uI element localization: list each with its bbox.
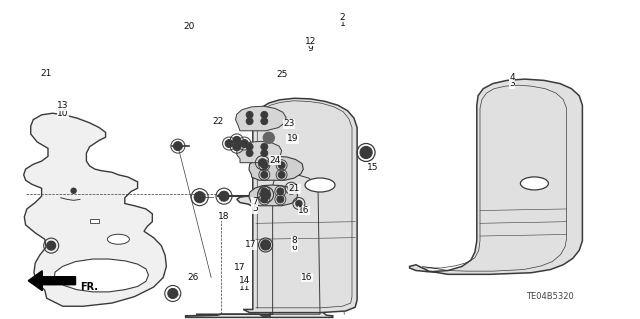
Polygon shape xyxy=(24,113,166,306)
Text: 8: 8 xyxy=(292,236,297,245)
Text: 10: 10 xyxy=(57,109,68,118)
Text: 19: 19 xyxy=(287,134,298,143)
Text: 5: 5 xyxy=(252,204,257,213)
Text: 6: 6 xyxy=(292,243,297,252)
Text: 1: 1 xyxy=(340,19,345,28)
Polygon shape xyxy=(410,79,582,274)
Circle shape xyxy=(233,136,241,145)
Circle shape xyxy=(261,143,268,150)
Polygon shape xyxy=(249,185,298,206)
Text: 4: 4 xyxy=(509,73,515,82)
Ellipse shape xyxy=(520,177,548,190)
Text: 16: 16 xyxy=(301,273,313,282)
Circle shape xyxy=(194,192,205,203)
Circle shape xyxy=(246,143,253,150)
Circle shape xyxy=(278,162,285,169)
Polygon shape xyxy=(249,156,303,180)
Circle shape xyxy=(261,118,268,125)
Circle shape xyxy=(225,139,233,148)
Polygon shape xyxy=(186,172,333,317)
Circle shape xyxy=(259,159,266,167)
Ellipse shape xyxy=(305,178,335,192)
Text: 24: 24 xyxy=(269,156,281,165)
Polygon shape xyxy=(54,259,148,292)
Text: 25: 25 xyxy=(276,70,287,78)
Text: 16: 16 xyxy=(298,206,310,215)
Text: 18: 18 xyxy=(218,212,230,221)
Text: 20: 20 xyxy=(183,22,195,31)
Circle shape xyxy=(246,150,253,157)
Circle shape xyxy=(277,196,284,203)
Circle shape xyxy=(360,146,372,159)
Circle shape xyxy=(278,171,285,178)
Text: 12: 12 xyxy=(305,37,316,46)
Text: 23: 23 xyxy=(284,119,295,128)
Text: 17: 17 xyxy=(234,263,246,272)
Text: 21: 21 xyxy=(40,69,52,78)
Circle shape xyxy=(246,111,253,118)
Text: 11: 11 xyxy=(239,283,250,292)
Text: FR.: FR. xyxy=(80,282,98,292)
Circle shape xyxy=(241,139,248,148)
Circle shape xyxy=(263,132,275,143)
Circle shape xyxy=(277,188,284,195)
Text: 21: 21 xyxy=(289,184,300,193)
Circle shape xyxy=(296,201,302,206)
Circle shape xyxy=(261,111,268,118)
FancyArrow shape xyxy=(28,271,76,291)
Text: 9: 9 xyxy=(308,44,313,53)
Text: 3: 3 xyxy=(509,79,515,88)
Circle shape xyxy=(261,196,268,203)
Polygon shape xyxy=(236,106,286,131)
Circle shape xyxy=(260,189,271,200)
Text: 13: 13 xyxy=(57,101,68,110)
Text: TE04B5320: TE04B5320 xyxy=(527,292,574,301)
Text: 17: 17 xyxy=(245,241,257,249)
Circle shape xyxy=(219,191,229,201)
Polygon shape xyxy=(237,141,282,163)
Circle shape xyxy=(261,150,268,157)
Circle shape xyxy=(47,241,56,250)
Polygon shape xyxy=(237,98,357,313)
Circle shape xyxy=(261,162,268,169)
Circle shape xyxy=(260,240,271,250)
Circle shape xyxy=(71,188,76,193)
Text: 2: 2 xyxy=(340,13,345,22)
Circle shape xyxy=(233,143,241,151)
Polygon shape xyxy=(90,219,99,223)
Text: 14: 14 xyxy=(239,276,250,285)
Circle shape xyxy=(246,118,253,125)
Circle shape xyxy=(261,171,268,178)
Circle shape xyxy=(261,188,268,195)
Circle shape xyxy=(173,142,182,151)
Circle shape xyxy=(168,288,178,299)
Ellipse shape xyxy=(108,234,129,244)
Text: 26: 26 xyxy=(188,273,199,282)
Text: 22: 22 xyxy=(212,117,223,126)
Circle shape xyxy=(288,185,294,191)
Text: 7: 7 xyxy=(252,197,257,206)
Text: 15: 15 xyxy=(367,163,379,172)
